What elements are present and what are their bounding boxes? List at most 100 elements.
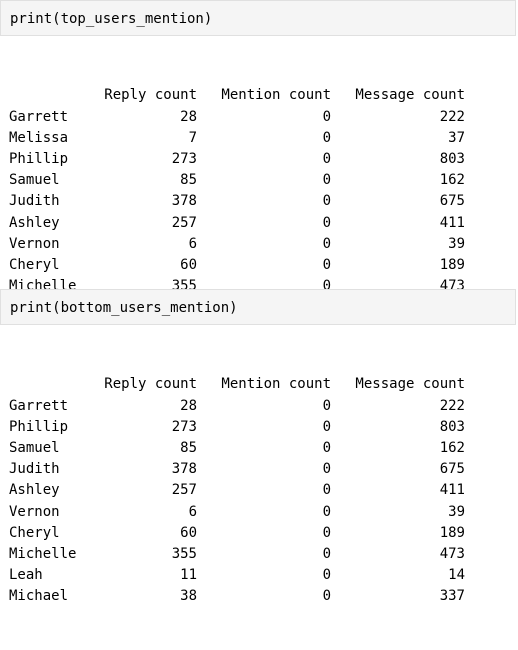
row-index-name: Judith xyxy=(9,461,60,478)
table-row: Leah 11 0 14 xyxy=(9,565,465,586)
cell-message-count: 39 xyxy=(448,503,465,520)
cell-message-count: 37 xyxy=(448,129,465,146)
column-header-reply-count: Reply count xyxy=(104,376,197,393)
cell-mention-count: 0 xyxy=(322,482,331,499)
dataframe-table: Reply count Mention count Message count … xyxy=(9,85,465,318)
notebook: print(top_users_mention) Reply count Men… xyxy=(0,0,516,604)
column-header-mention-count: Mention count xyxy=(221,87,331,104)
row-index-name: Ashley xyxy=(9,214,60,231)
cell-message-count: 222 xyxy=(439,108,465,125)
cell-reply-count: 257 xyxy=(171,214,197,231)
code-line: print(top_users_mention) xyxy=(10,11,213,27)
table-row: Cheryl 60 0 189 xyxy=(9,523,465,544)
table-row: Phillip 273 0 803 xyxy=(9,417,465,438)
row-index-name: Vernon xyxy=(9,503,60,520)
dataframe-table: Reply count Mention count Message count … xyxy=(9,374,465,607)
cell-mention-count: 0 xyxy=(322,567,331,584)
cell-reply-count: 38 xyxy=(180,588,197,605)
cell-reply-count: 6 xyxy=(188,235,197,252)
row-index-name: Vernon xyxy=(9,235,60,252)
column-header-reply-count: Reply count xyxy=(104,87,197,104)
code-cell-top-users[interactable]: print(top_users_mention) xyxy=(0,0,516,36)
table-row: Vernon 6 0 39 xyxy=(9,502,465,523)
cell-reply-count: 60 xyxy=(180,257,197,274)
table-row: Phillip 273 0 803 xyxy=(9,149,465,170)
cell-mention-count: 0 xyxy=(322,418,331,435)
table-row: Melissa 7 0 37 xyxy=(9,128,465,149)
cell-message-count: 803 xyxy=(439,151,465,168)
cell-reply-count: 85 xyxy=(180,440,197,457)
row-index-name: Garrett xyxy=(9,108,69,125)
row-index-name: Phillip xyxy=(9,418,69,435)
table-body: Garrett 28 0 222 Melissa 7 0 37 Phillip 273 0 803 Sa… xyxy=(9,107,465,319)
cell-reply-count: 378 xyxy=(171,193,197,210)
header-row: Reply count Mention count Message count xyxy=(9,85,465,106)
cell-mention-count: 0 xyxy=(322,440,331,457)
cell-mention-count: 0 xyxy=(322,278,331,295)
table-row: Garrett 28 0 222 xyxy=(9,107,465,128)
cell-mention-count: 0 xyxy=(322,461,331,478)
cell-mention-count: 0 xyxy=(322,151,331,168)
row-index-name: Michelle xyxy=(9,546,77,563)
cell-reply-count: 60 xyxy=(180,524,197,541)
cell-reply-count: 85 xyxy=(180,172,197,189)
table-row: Vernon 6 0 39 xyxy=(9,234,465,255)
cell-reply-count: 11 xyxy=(180,567,197,584)
row-index-name: Cheryl xyxy=(9,524,60,541)
cell-mention-count: 0 xyxy=(322,172,331,189)
cell-message-count: 222 xyxy=(439,397,465,414)
cell-message-count: 337 xyxy=(439,588,465,605)
cell-mention-count: 0 xyxy=(322,108,331,125)
cell-reply-count: 273 xyxy=(171,151,197,168)
column-header-mention-count: Mention count xyxy=(221,376,331,393)
cell-message-count: 162 xyxy=(439,172,465,189)
cell-message-count: 189 xyxy=(439,524,465,541)
column-header-message-count: Message count xyxy=(355,376,465,393)
code-cell-bottom-users[interactable]: print(bottom_users_mention) xyxy=(0,289,516,325)
index-header xyxy=(9,85,99,106)
index-header xyxy=(9,374,99,395)
header-row: Reply count Mention count Message count xyxy=(9,374,465,395)
table-row: Samuel 85 0 162 xyxy=(9,438,465,459)
cell-mention-count: 0 xyxy=(322,503,331,520)
table-row: Michael 38 0 337 xyxy=(9,586,465,607)
cell-mention-count: 0 xyxy=(322,524,331,541)
table-row: Cheryl 60 0 189 xyxy=(9,255,465,276)
cell-reply-count: 273 xyxy=(171,418,197,435)
cell-reply-count: 7 xyxy=(188,129,197,146)
column-header-message-count: Message count xyxy=(355,87,465,104)
cell-mention-count: 0 xyxy=(322,129,331,146)
cell-message-count: 803 xyxy=(439,418,465,435)
cell-message-count: 14 xyxy=(448,567,465,584)
cell-message-count: 675 xyxy=(439,461,465,478)
cell-mention-count: 0 xyxy=(322,546,331,563)
table-body: Garrett 28 0 222 Phillip 273 0 803 Samuel 85 0 162 J… xyxy=(9,396,465,608)
row-index-name: Leah xyxy=(9,567,43,584)
row-index-name: Phillip xyxy=(9,151,69,168)
row-index-name: Samuel xyxy=(9,440,60,457)
cell-reply-count: 355 xyxy=(171,546,197,563)
row-index-name: Melissa xyxy=(9,129,69,146)
cell-message-count: 675 xyxy=(439,193,465,210)
row-index-name: Michael xyxy=(9,588,69,605)
cell-reply-count: 28 xyxy=(180,108,197,125)
output-bottom-users: Reply count Mention count Message count … xyxy=(9,332,465,650)
cell-message-count: 189 xyxy=(439,257,465,274)
row-index-name: Ashley xyxy=(9,482,60,499)
table-row: Garrett 28 0 222 xyxy=(9,396,465,417)
cell-mention-count: 0 xyxy=(322,193,331,210)
cell-message-count: 473 xyxy=(439,546,465,563)
cell-mention-count: 0 xyxy=(322,257,331,274)
table-row: Judith 378 0 675 xyxy=(9,191,465,212)
cell-reply-count: 378 xyxy=(171,461,197,478)
cell-reply-count: 257 xyxy=(171,482,197,499)
row-index-name: Samuel xyxy=(9,172,60,189)
table-row: Ashley 257 0 411 xyxy=(9,480,465,501)
row-index-name: Judith xyxy=(9,193,60,210)
cell-message-count: 411 xyxy=(439,482,465,499)
cell-message-count: 411 xyxy=(439,214,465,231)
table-row: Judith 378 0 675 xyxy=(9,459,465,480)
cell-message-count: 162 xyxy=(439,440,465,457)
cell-mention-count: 0 xyxy=(322,588,331,605)
code-line: print(bottom_users_mention) xyxy=(10,300,238,316)
